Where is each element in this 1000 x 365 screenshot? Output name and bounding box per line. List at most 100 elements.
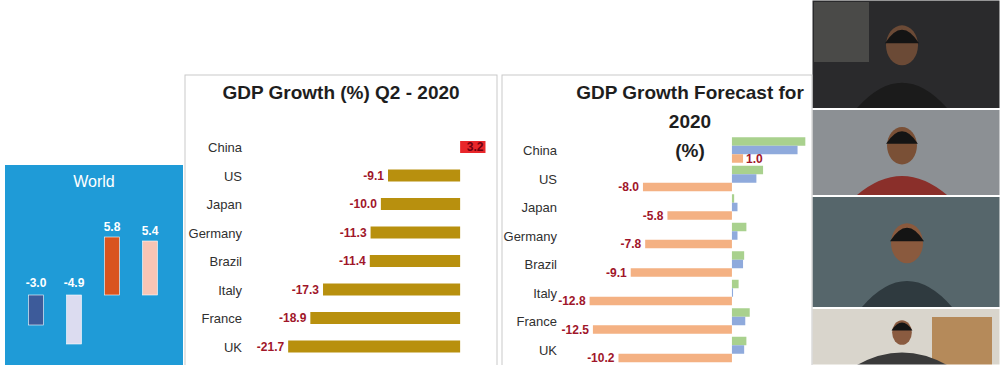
data-label: -10.0 — [350, 197, 378, 211]
data-label: -3.0 — [26, 276, 47, 290]
data-label: 5.8 — [104, 220, 121, 234]
person-body — [862, 281, 952, 307]
category-label: US — [224, 169, 242, 184]
category-label: Japan — [207, 197, 242, 212]
bar — [732, 308, 750, 317]
category-label: France — [202, 311, 242, 326]
video-background — [812, 110, 1000, 195]
title-line: (%) — [675, 140, 705, 161]
bar — [732, 345, 744, 354]
person-hair — [885, 30, 919, 44]
video-tile — [812, 0, 1000, 108]
bar — [323, 284, 460, 296]
screen-backdrop — [814, 2, 869, 62]
data-label: -18.9 — [279, 311, 307, 325]
title-line: 2020 — [669, 111, 711, 132]
bars — [288, 141, 485, 353]
person-head — [892, 320, 912, 345]
person-head — [887, 127, 917, 164]
person-head — [886, 25, 918, 65]
bar — [590, 297, 732, 306]
bookshelf — [932, 317, 992, 365]
bar — [29, 295, 44, 325]
tile-border — [812, 0, 1000, 365]
category-label: Germany — [189, 226, 243, 241]
title-line: GDP Growth Forecast for — [576, 82, 804, 103]
data-label: -7.8 — [620, 237, 641, 251]
bar — [645, 240, 732, 249]
bar — [143, 241, 158, 295]
chart-frame — [502, 75, 812, 365]
data-label: -8.0 — [618, 180, 639, 194]
video-background — [812, 309, 1000, 365]
data-label: -11.4 — [339, 254, 366, 268]
video-tile — [812, 110, 1000, 195]
bar — [732, 280, 739, 289]
bar — [381, 198, 460, 210]
category-label: US — [539, 172, 557, 187]
category-label: Brazil — [209, 254, 242, 269]
chart-title: World — [73, 173, 115, 190]
bar — [732, 223, 746, 232]
category-label: UK — [539, 343, 557, 358]
person-body — [857, 176, 947, 195]
bar — [732, 337, 746, 346]
data-label: 3.2 — [467, 140, 484, 154]
data-label: -12.5 — [562, 323, 590, 337]
person-head — [891, 223, 923, 263]
data-label: -11.3 — [340, 226, 367, 240]
category-label: UK — [224, 340, 242, 355]
stage: World-3.0-4.95.85.4GDP Growth (%) Q2 - 2… — [0, 0, 1000, 365]
video-tile — [812, 309, 1000, 365]
person-hair — [892, 323, 913, 331]
bar — [371, 227, 461, 239]
bar — [618, 354, 731, 363]
bar — [105, 237, 120, 295]
person-body — [857, 352, 947, 365]
bars — [29, 237, 158, 344]
bar — [460, 141, 485, 153]
data-label: 1.0 — [746, 152, 763, 166]
category-label: China — [208, 140, 243, 155]
bar — [732, 166, 763, 175]
category-label: Japan — [522, 200, 557, 215]
bar — [732, 260, 743, 269]
bar — [732, 174, 756, 183]
video-background — [812, 197, 1000, 307]
bar — [388, 170, 460, 182]
person-hair — [890, 228, 924, 242]
title-line: GDP Growth (%) Q2 - 2020 — [222, 82, 459, 103]
data-label: -17.3 — [292, 283, 320, 297]
bar — [732, 154, 743, 163]
category-label: Germany — [504, 229, 558, 244]
data-label: -9.1 — [363, 169, 384, 183]
person-body — [857, 83, 947, 108]
bar — [667, 211, 732, 220]
bar — [732, 194, 734, 203]
bar — [631, 268, 732, 277]
data-label: -10.2 — [587, 351, 615, 365]
video-tile — [812, 197, 1000, 307]
bar — [643, 183, 732, 192]
bar — [310, 312, 460, 324]
chart-title: GDP Growth (%) Q2 - 2020 — [222, 82, 459, 103]
video-background — [812, 0, 1000, 108]
category-label: China — [523, 143, 558, 158]
bar — [732, 288, 733, 297]
bars — [590, 137, 806, 362]
category-label: France — [517, 314, 557, 329]
bar — [67, 295, 82, 344]
category-label: Italy — [218, 283, 242, 298]
bar — [732, 137, 805, 146]
bar — [732, 251, 744, 260]
person-hair — [886, 131, 918, 144]
category-label: Brazil — [524, 257, 557, 272]
bar — [370, 255, 460, 267]
bar — [732, 146, 798, 155]
data-label: 5.4 — [142, 224, 159, 238]
chart-panel — [5, 165, 183, 365]
chart-title: GDP Growth Forecast for 2020 (%) — [576, 82, 804, 161]
chart-frame — [185, 75, 497, 365]
bar — [732, 203, 738, 212]
bar — [593, 325, 732, 334]
